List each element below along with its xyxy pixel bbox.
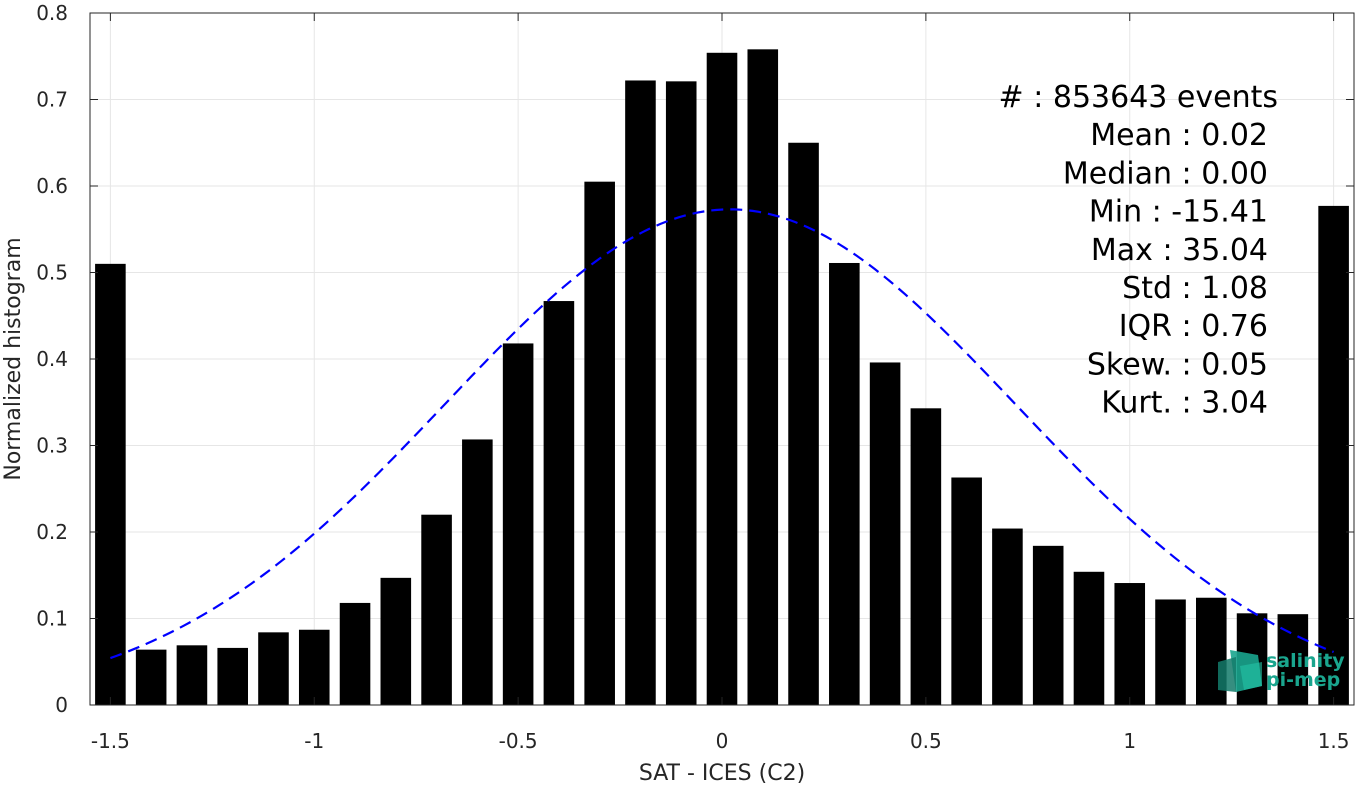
x-tick-labels: -1.5 -1 -0.5 0 0.5 1 1.5	[91, 729, 1350, 753]
y-tick-label: 0.1	[36, 607, 68, 631]
y-tick-label: 0.4	[36, 347, 68, 371]
histogram-bar	[462, 439, 493, 705]
cube-icon	[1218, 650, 1262, 692]
histogram-bar	[788, 142, 819, 705]
histogram-bar	[258, 632, 289, 705]
y-tick-label: 0.5	[36, 261, 68, 285]
histogram-bar	[543, 301, 575, 705]
y-tick-label: 0.7	[36, 88, 68, 112]
stat-line: Max : 35.04	[1091, 233, 1268, 268]
histogram-bar	[1073, 571, 1105, 705]
salinity-pimep-logo: salinity pi-mep	[1218, 650, 1345, 692]
histogram-bar	[1114, 583, 1146, 705]
histogram-bar	[339, 602, 371, 705]
stat-line: Std : 1.08	[1122, 271, 1268, 306]
logo-line1: salinity	[1266, 650, 1345, 672]
histogram-bar	[706, 52, 738, 706]
histogram-bar	[951, 477, 982, 705]
histogram-bar	[747, 49, 779, 705]
histogram-bar	[421, 514, 452, 705]
histogram-bar	[217, 647, 248, 705]
histogram-bar	[665, 81, 697, 705]
histogram-bar	[135, 649, 167, 705]
histogram-bar	[380, 577, 412, 705]
logo-line2: pi-mep	[1266, 669, 1340, 691]
stat-line: IQR : 0.76	[1119, 309, 1268, 344]
stat-line: Skew. : 0.05	[1087, 347, 1268, 382]
stat-line: Kurt. : 3.04	[1101, 386, 1268, 421]
y-axis-label: Normalized histogram	[1, 237, 26, 480]
x-tick-label: -0.5	[499, 729, 538, 753]
stat-line: Mean : 0.02	[1090, 118, 1268, 153]
y-tick-labels: 0 0.1 0.2 0.3 0.4 0.5 0.6 0.7 0.8	[36, 1, 68, 717]
normal-fit-curve	[110, 208, 1335, 660]
y-tick-label: 0.8	[36, 1, 68, 25]
stat-line: # : 853643 events	[999, 80, 1278, 115]
x-tick-label: 1.5	[1318, 729, 1350, 753]
histogram-bar	[95, 263, 126, 705]
histogram-bar	[869, 362, 901, 705]
histogram-bar	[625, 80, 656, 706]
histogram-bar	[298, 629, 330, 705]
y-tick-label: 0.3	[36, 434, 68, 458]
histogram-bar	[1155, 599, 1186, 705]
x-tick-label: -1	[304, 729, 324, 753]
histogram-bar	[584, 181, 615, 706]
x-tick-label: 0.5	[910, 729, 942, 753]
histogram-bar	[910, 408, 942, 705]
x-tick-label: -1.5	[91, 729, 130, 753]
y-tick-label: 0	[55, 693, 68, 717]
x-tick-label: 0	[716, 729, 729, 753]
histogram-bars	[95, 49, 1349, 706]
stat-line: Min : -15.41	[1089, 195, 1268, 230]
axis-ticks	[90, 12, 1354, 706]
histogram-bar	[1318, 205, 1349, 705]
histogram-bar	[829, 262, 860, 705]
x-tick-label: 1	[1123, 729, 1136, 753]
y-tick-label: 0.6	[36, 174, 68, 198]
stat-line: Median : 0.00	[1063, 156, 1268, 191]
x-axis-label: SAT - ICES (C2)	[639, 761, 805, 785]
histogram-bar	[1032, 545, 1064, 705]
histogram-bar	[176, 645, 208, 705]
y-tick-label: 0.2	[36, 520, 68, 544]
histogram-bar	[502, 343, 534, 705]
histogram-bar	[992, 528, 1023, 705]
